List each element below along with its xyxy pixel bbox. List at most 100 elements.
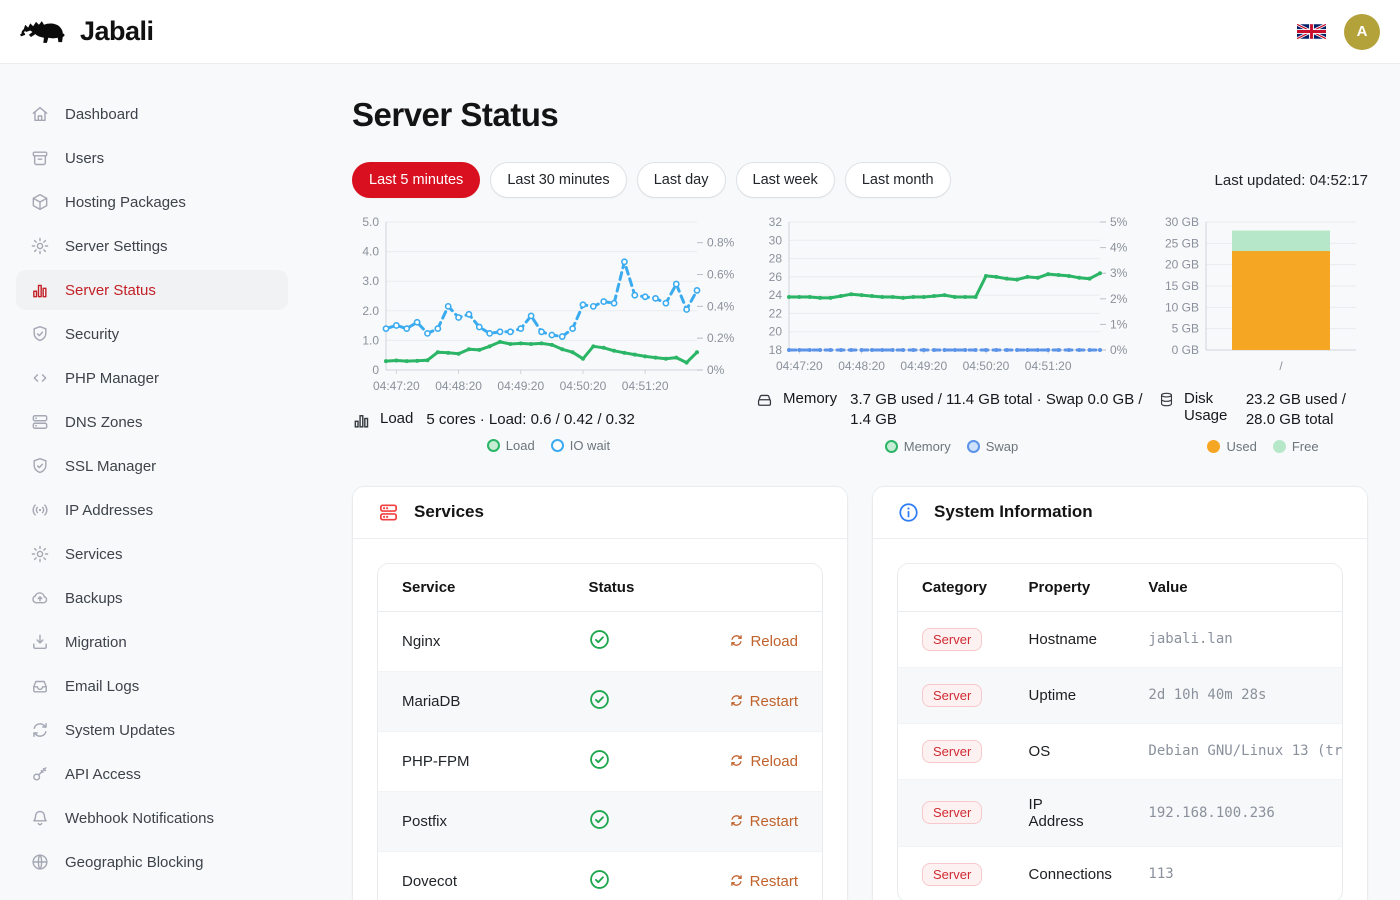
services-table: ServiceStatus NginxReloadMariaDBRestartP… [378,564,822,900]
svg-text:04:47:20: 04:47:20 [776,359,823,373]
sidebar-item-server-settings[interactable]: Server Settings [16,226,288,266]
sidebar-item-services[interactable]: Services [16,534,288,574]
sidebar-item-label: PHP Manager [65,370,159,387]
system-info-row: ServerHostnamejabali.lan [898,611,1342,667]
disk-stat: Disk Usage 23.2 GB used / 28.0 GB total [1158,390,1368,431]
property-name: Connections [1005,846,1125,900]
sidebar-item-dashboard[interactable]: Dashboard [16,94,288,134]
service-action-reload-button[interactable]: Reload [689,731,822,791]
sidebar-item-label: Server Settings [65,238,168,255]
svg-text:04:49:20: 04:49:20 [900,359,947,373]
sidebar-item-label: Migration [65,634,127,651]
system-info-row: ServerIP Address192.168.100.236 [898,779,1342,846]
top-bar: Jabali A [0,0,1400,64]
range-button-last-month[interactable]: Last month [845,162,951,198]
svg-text:4.0: 4.0 [362,245,379,259]
memory-stat-label: Memory [783,390,837,407]
time-range-buttons: Last 5 minutes Last 30 minutes Last day Las… [352,162,1215,198]
key-icon [30,764,50,784]
legend-item-used[interactable]: Used [1207,439,1256,454]
service-action-restart-button[interactable]: Restart [689,791,822,851]
charts-row: 5.04.03.02.01.000.8%0.6%0.4%0.2%0%04:47:… [352,214,1368,454]
svg-text:10 GB: 10 GB [1165,300,1199,314]
service-action-reload-button[interactable]: Reload [689,611,822,671]
code-icon [30,368,50,388]
sidebar-item-security[interactable]: Security [16,314,288,354]
category-badge: Server [922,801,982,824]
sidebar-item-label: Users [65,150,104,167]
uk-flag-icon[interactable] [1297,22,1326,41]
svg-text:04:48:20: 04:48:20 [838,359,885,373]
load-legend: Load IO wait [352,438,745,453]
sidebar-item-geographic-blocking[interactable]: Geographic Blocking [16,842,288,882]
system-card-title: System Information [934,502,1093,522]
svg-text:30: 30 [769,233,783,247]
sidebar-item-ssl-manager[interactable]: SSL Manager [16,446,288,486]
service-action-restart-button[interactable]: Restart [689,851,822,900]
brand-name: Jabali [80,16,154,47]
service-status-ok-icon [564,611,688,671]
sidebar-item-hosting-packages[interactable]: Hosting Packages [16,182,288,222]
bar-chart-icon [30,280,50,300]
svg-text:26: 26 [769,270,783,284]
system-col-header: Property [1005,564,1125,612]
download-icon [30,632,50,652]
svg-text:32: 32 [769,215,783,229]
svg-text:0.8%: 0.8% [707,236,735,250]
category-badge: Server [922,863,982,886]
bars-icon [352,411,371,430]
sidebar-item-server-status[interactable]: Server Status [16,270,288,310]
range-button-last-30-minutes[interactable]: Last 30 minutes [490,162,626,198]
sidebar-item-webhook-notifications[interactable]: Webhook Notifications [16,798,288,838]
inbox-icon [30,676,50,696]
range-button-last-week[interactable]: Last week [736,162,835,198]
brand[interactable]: Jabali [18,14,154,50]
sidebar-item-users[interactable]: Users [16,138,288,178]
gear-icon [30,544,50,564]
sidebar-item-php-manager[interactable]: PHP Manager [16,358,288,398]
range-button-last-5-minutes[interactable]: Last 5 minutes [352,162,480,198]
range-button-last-day[interactable]: Last day [637,162,726,198]
system-col-header: Value [1124,564,1342,612]
home-icon [30,104,50,124]
service-action-restart-button[interactable]: Restart [689,671,822,731]
sidebar-item-email-logs[interactable]: Email Logs [16,666,288,706]
legend-item-load[interactable]: Load [487,438,535,453]
refresh-icon [30,720,50,740]
sidebar-item-migration[interactable]: Migration [16,622,288,662]
legend-item-free[interactable]: Free [1273,439,1319,454]
legend-item-memory[interactable]: Memory [885,439,951,454]
system-information-card: System Information CategoryPropertyValue… [872,486,1368,900]
sidebar-item-api-access[interactable]: API Access [16,754,288,794]
memory-legend: Memory Swap [755,439,1148,454]
sidebar-item-label: Geographic Blocking [65,854,203,871]
service-row: DovecotRestart [378,851,822,900]
sidebar-item-backups[interactable]: Backups [16,578,288,618]
user-avatar[interactable]: A [1344,14,1380,50]
svg-text:0.6%: 0.6% [707,268,735,282]
service-row: PHP-FPMReload [378,731,822,791]
svg-text:2%: 2% [1110,292,1128,306]
broadcast-icon [30,500,50,520]
property-value: jabali.lan [1124,611,1342,667]
svg-text:04:50:20: 04:50:20 [560,379,607,393]
legend-item-swap[interactable]: Swap [967,439,1019,454]
svg-text:0.4%: 0.4% [707,299,735,313]
service-status-ok-icon [564,791,688,851]
memory-stat-value: 3.7 GB used / 11.4 GB total · Swap 0.0 G… [850,390,1148,431]
load-stat-value: 5 cores · Load: 0.6 / 0.42 / 0.32 [426,410,634,430]
svg-text:25 GB: 25 GB [1165,236,1199,250]
sidebar-item-ip-addresses[interactable]: IP Addresses [16,490,288,530]
property-value: 2d 10h 40m 28s [1124,667,1342,723]
shield-check-icon [30,456,50,476]
sidebar-item-dns-zones[interactable]: DNS Zones [16,402,288,442]
svg-text:20 GB: 20 GB [1165,258,1199,272]
service-status-ok-icon [564,671,688,731]
sidebar-item-system-updates[interactable]: System Updates [16,710,288,750]
svg-text:1%: 1% [1110,317,1128,331]
category-badge: Server [922,628,982,651]
svg-text:/: / [1279,359,1283,373]
legend-item-io-wait[interactable]: IO wait [551,438,610,453]
svg-text:04:49:20: 04:49:20 [497,379,544,393]
service-row: MariaDBRestart [378,671,822,731]
